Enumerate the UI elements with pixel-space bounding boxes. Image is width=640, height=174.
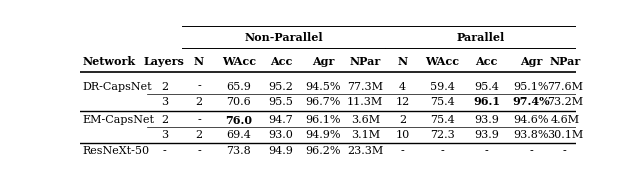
Text: 10: 10 [396,130,410,140]
Text: N: N [194,56,204,67]
Text: 3: 3 [161,130,168,140]
Text: Layers: Layers [144,56,185,67]
Text: Non-Parallel: Non-Parallel [244,32,323,43]
Text: Acc: Acc [269,56,292,67]
Text: -: - [401,146,404,156]
Text: 11.3M: 11.3M [347,97,383,107]
Text: 70.6: 70.6 [227,97,251,107]
Text: -: - [197,115,201,125]
Text: 2: 2 [195,97,203,107]
Text: 77.3M: 77.3M [348,82,383,92]
Text: 75.4: 75.4 [429,115,454,125]
Text: -: - [197,82,201,92]
Text: 95.1%: 95.1% [514,82,549,92]
Text: 2: 2 [161,82,168,92]
Text: 2: 2 [161,115,168,125]
Text: N: N [397,56,408,67]
Text: 94.9%: 94.9% [305,130,340,140]
Text: 93.8%: 93.8% [514,130,549,140]
Text: 3.1M: 3.1M [351,130,380,140]
Text: 94.7: 94.7 [269,115,293,125]
Text: 94.6%: 94.6% [514,115,549,125]
Text: 94.9: 94.9 [268,146,293,156]
Text: WAcc: WAcc [221,56,256,67]
Text: 93.0: 93.0 [268,130,293,140]
Text: EM-CapsNet: EM-CapsNet [83,115,154,125]
Text: 93.9: 93.9 [474,130,499,140]
Text: 94.5%: 94.5% [305,82,340,92]
Text: 96.1: 96.1 [473,96,500,107]
Text: -: - [197,146,201,156]
Text: ResNeXt-50: ResNeXt-50 [83,146,150,156]
Text: Network: Network [83,56,136,67]
Text: 76.0: 76.0 [225,114,252,125]
Text: -: - [485,146,488,156]
Text: Acc: Acc [476,56,498,67]
Text: 96.7%: 96.7% [305,97,340,107]
Text: 95.5: 95.5 [268,97,293,107]
Text: 59.4: 59.4 [429,82,454,92]
Text: 72.3: 72.3 [429,130,454,140]
Text: -: - [563,146,566,156]
Text: NPar: NPar [349,56,381,67]
Text: 30.1M: 30.1M [547,130,583,140]
Text: 3.6M: 3.6M [351,115,380,125]
Text: 4: 4 [399,82,406,92]
Text: 2: 2 [195,130,203,140]
Text: 73.8: 73.8 [227,146,251,156]
Text: Agr: Agr [520,56,543,67]
Text: 12: 12 [396,97,410,107]
Text: 69.4: 69.4 [227,130,251,140]
Text: DR-CapsNet: DR-CapsNet [83,82,152,92]
Text: 96.1%: 96.1% [305,115,340,125]
Text: 95.2: 95.2 [268,82,293,92]
Text: 96.2%: 96.2% [305,146,340,156]
Text: WAcc: WAcc [425,56,459,67]
Text: 4.6M: 4.6M [550,115,579,125]
Text: 75.4: 75.4 [429,97,454,107]
Text: Agr: Agr [312,56,334,67]
Text: -: - [440,146,444,156]
Text: -: - [529,146,533,156]
Text: 65.9: 65.9 [227,82,251,92]
Text: 3: 3 [161,97,168,107]
Text: 2: 2 [399,115,406,125]
Text: 93.9: 93.9 [474,115,499,125]
Text: 95.4: 95.4 [474,82,499,92]
Text: 23.3M: 23.3M [347,146,383,156]
Text: -: - [163,146,166,156]
Text: 77.6M: 77.6M [547,82,583,92]
Text: 97.4%: 97.4% [513,96,550,107]
Text: NPar: NPar [549,56,580,67]
Text: Parallel: Parallel [456,32,505,43]
Text: 73.2M: 73.2M [547,97,583,107]
